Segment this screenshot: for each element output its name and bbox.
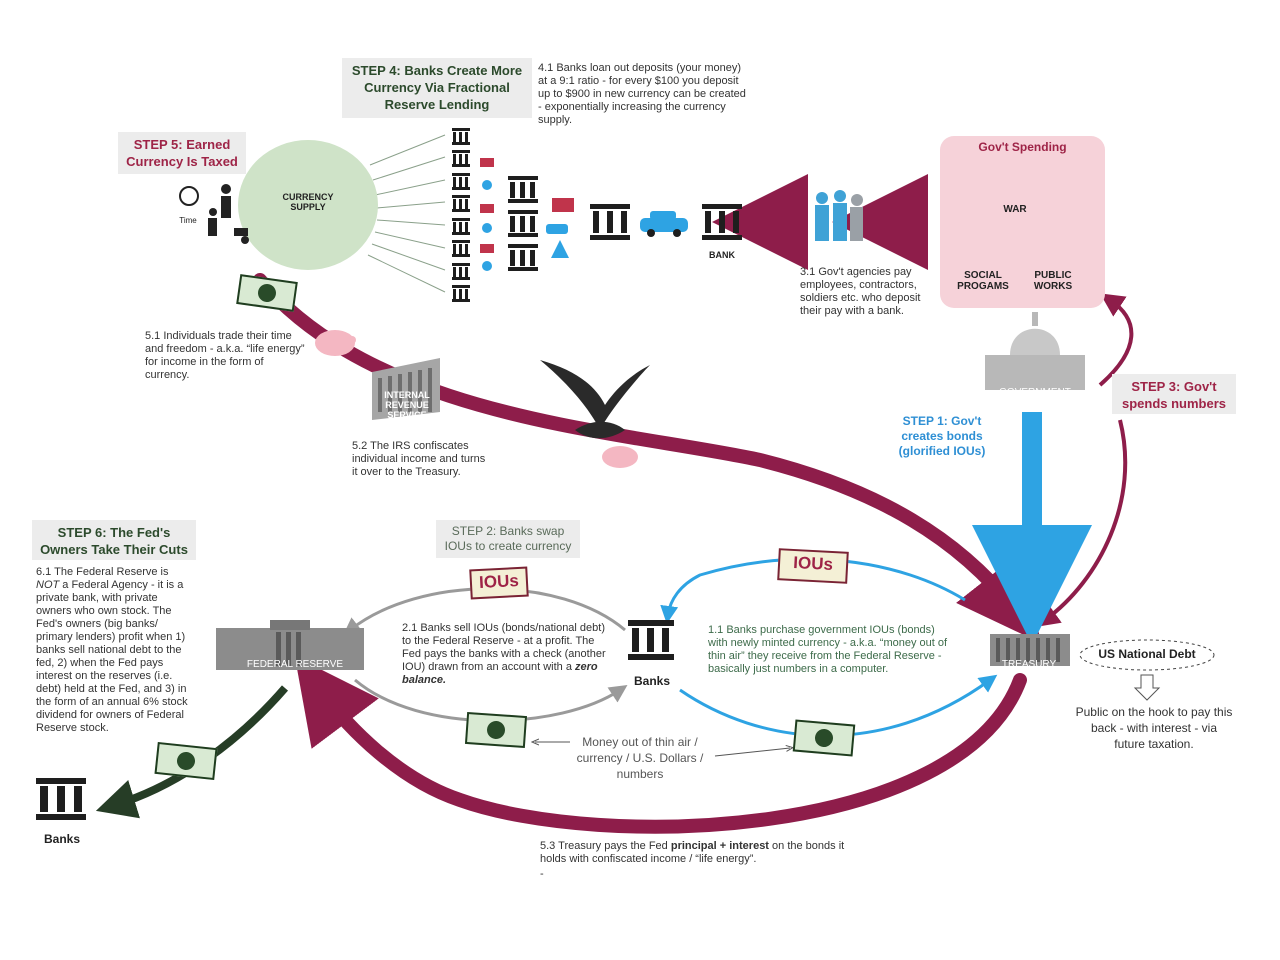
irs-label: INTERNAL REVENUE SERVICE [384,390,430,420]
arrow-govt-to-treasury [1035,419,1128,628]
arrow-govt-up [1098,293,1134,387]
irs-building-icon [372,358,440,420]
people-icon [815,190,863,241]
currency-supply-ellipse [238,140,378,270]
pig-eagle-icon [602,446,638,468]
capitol-icon [985,312,1085,390]
national-debt-ellipse [1079,639,1215,671]
treasury-label: TREASURY [1001,659,1057,670]
step6-note: 6.1 The Federal Reserve is NOT a Federal… [36,566,188,734]
pig-icon [315,330,356,356]
banks-left-label: Banks [43,832,81,846]
time-label: Time [179,216,197,225]
dollar-bill-left [464,711,528,749]
step5-note1: 5.1 Individuals trade their time and fre… [145,330,305,381]
treasury-building-icon [990,634,1070,666]
national-debt-label: US National Debt [1098,647,1196,661]
step2-title: STEP 2: Banks swap IOUs to create curren… [436,520,580,558]
arrow-irs-to-treasury [253,273,1041,644]
public-works-label: PUBLIC WORKS [1033,270,1073,292]
bank-icons [36,128,742,820]
bank-label: BANK [709,250,735,260]
iou-note-left: IOUs [469,566,529,600]
trailing-dash: - [540,868,544,880]
government-label: GOVERNMENT [999,387,1071,398]
federal-reserve-label: FEDERAL RESERVE [246,659,344,670]
iou-note-right: IOUs [777,548,849,584]
war-label: WAR [1003,204,1027,215]
step3-note: 3.1 Gov't agencies pay employees, contra… [800,266,921,317]
step4-title: STEP 4: Banks Create More Currency Via F… [342,58,532,118]
dollar-bill-step6 [154,741,218,781]
hollow-down-arrow [1133,674,1161,701]
step5-note2: 5.2 The IRS confiscates individual incom… [352,440,486,478]
govt-spending-box [940,136,1105,308]
worker-icons [179,184,249,244]
eagle-icon [540,360,650,439]
step1-note: 1.1 Banks purchase government IOUs (bond… [708,624,948,675]
step6-title: STEP 6: The Fed's Owners Take Their Cuts [32,520,196,560]
step5-title: STEP 5: Earned Currency Is Taxed [118,132,246,174]
house-icons [480,158,574,271]
step1-title: STEP 1: Gov't creates bonds (glorified I… [872,410,1012,458]
fed-building-icon [216,620,364,670]
govt-spending-title: Gov't Spending [978,140,1067,154]
car-icon [640,211,688,237]
step4-note: 4.1 Banks loan out deposits (your money)… [538,62,746,126]
arrow-treasury-to-fed [294,656,1027,834]
step2-note: 2.1 Banks sell IOUs (bonds/national debt… [402,622,606,686]
dollar-bill-right [792,719,856,757]
money-note: Money out of thin air / currency / U.S. … [576,735,704,781]
step5-note3: 5.3 Treasury pays the Fed principal + in… [540,840,845,865]
currency-supply-label: CURRENCY SUPPLY [282,192,334,212]
social-programs-label: SOCIAL PROGAMS [957,270,1009,292]
banks-center-label: Banks [633,674,671,688]
public-note: Public on the hook to pay this back - wi… [1075,705,1233,751]
arrow-treasury-to-banks [660,557,966,624]
step3-title: STEP 3: Gov't spends numbers [1112,374,1236,414]
